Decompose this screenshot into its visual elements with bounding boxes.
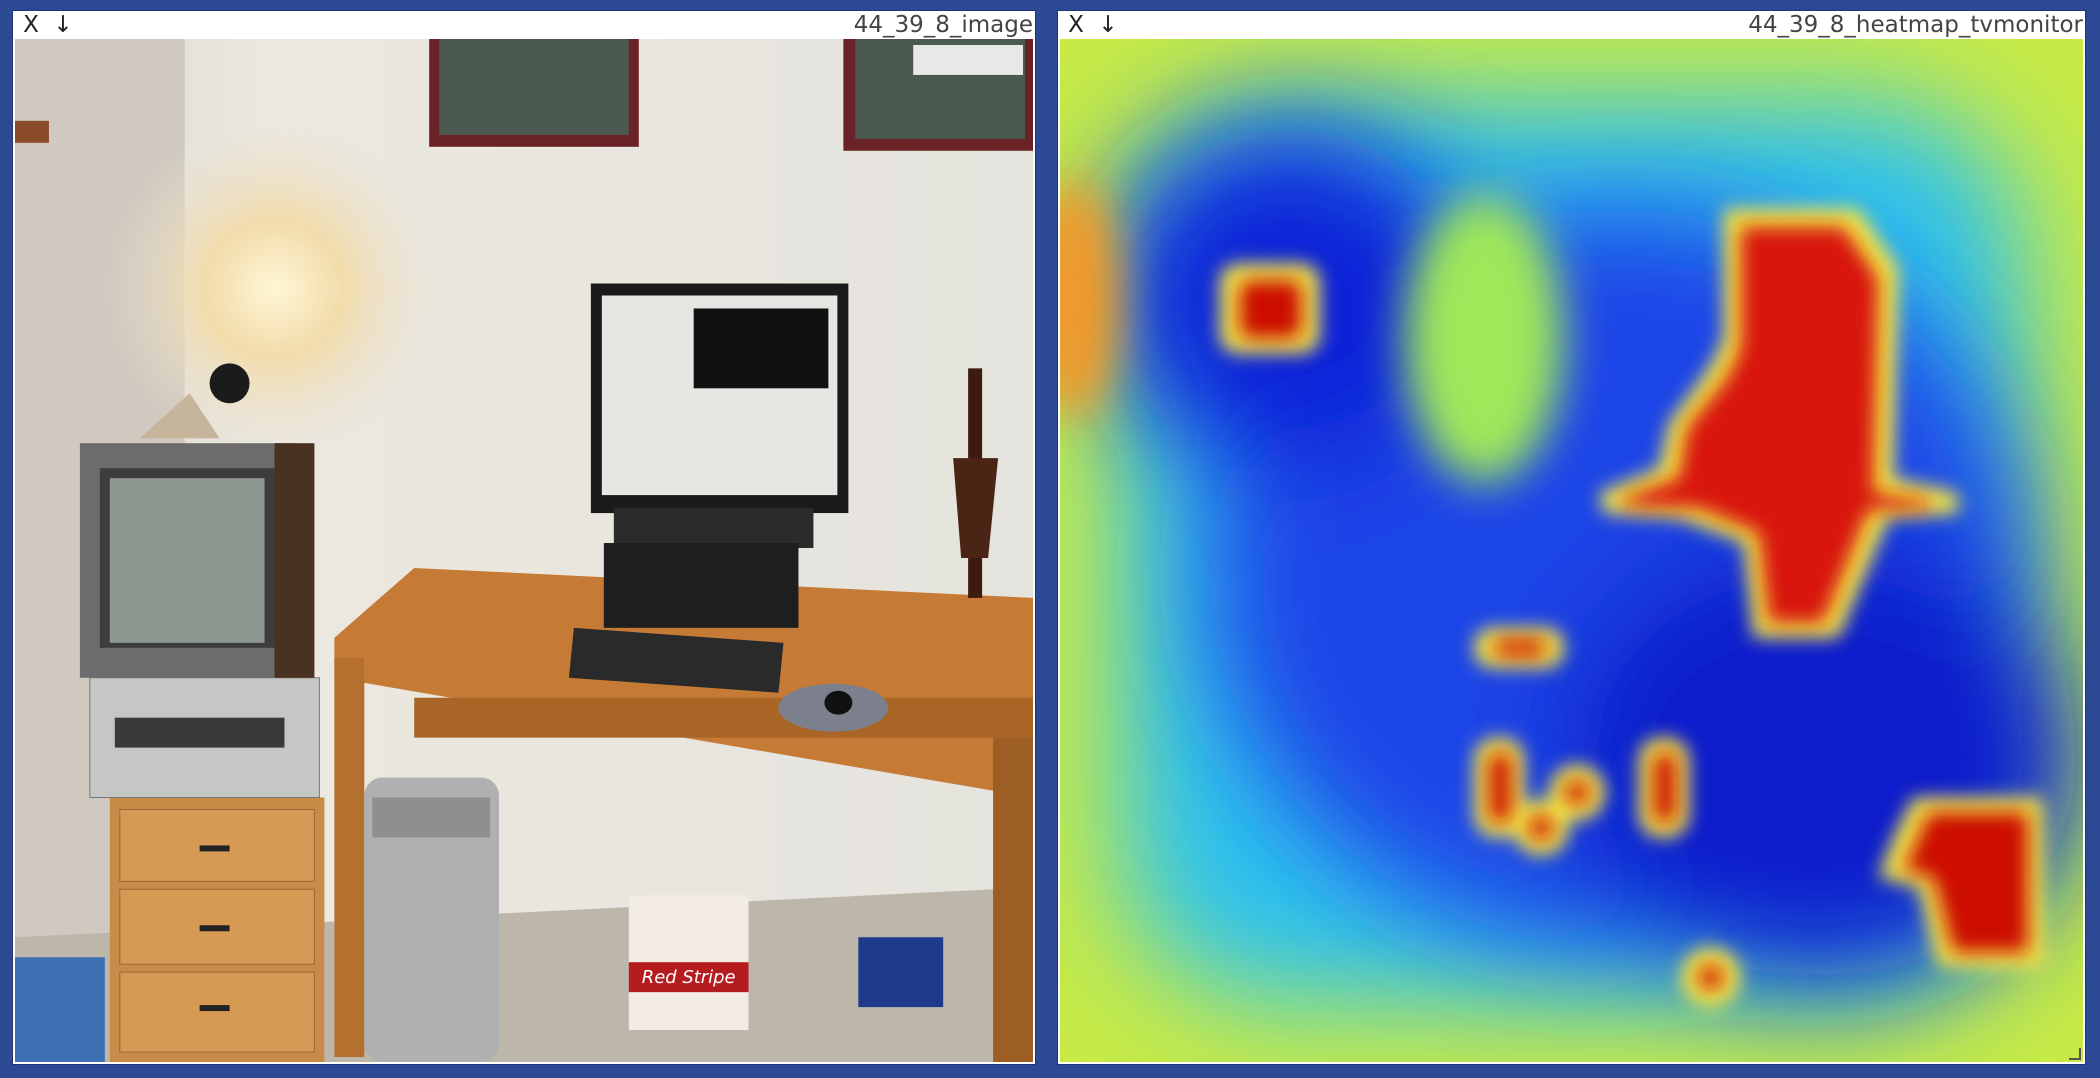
resize-handle[interactable] — [2069, 1048, 2081, 1060]
image-pane-titlebar: X ↓ 44_39_8_image — [13, 11, 1035, 39]
close-icon[interactable]: X — [1068, 12, 1084, 38]
image-pane-title: 44_39_8_image — [853, 12, 1033, 38]
download-icon[interactable]: ↓ — [1098, 12, 1118, 38]
box-label: Red Stripe — [642, 967, 736, 988]
photo-canvas: Red Stripe — [15, 39, 1033, 1062]
heatmap-pane: X ↓ 44_39_8_heatmap_tvmonitor — [1057, 10, 2086, 1065]
heatmap-canvas — [1060, 39, 2083, 1062]
download-icon[interactable]: ↓ — [53, 12, 73, 38]
close-icon[interactable]: X — [23, 12, 39, 38]
heatmap-image — [1060, 39, 2083, 1062]
heatmap-pane-title: 44_39_8_heatmap_tvmonitor — [1748, 12, 2083, 38]
image-pane: X ↓ 44_39_8_image — [12, 10, 1036, 1065]
heatmap-pane-titlebar: X ↓ 44_39_8_heatmap_tvmonitor — [1058, 11, 2085, 39]
room-photo: Red Stripe — [15, 39, 1033, 1062]
